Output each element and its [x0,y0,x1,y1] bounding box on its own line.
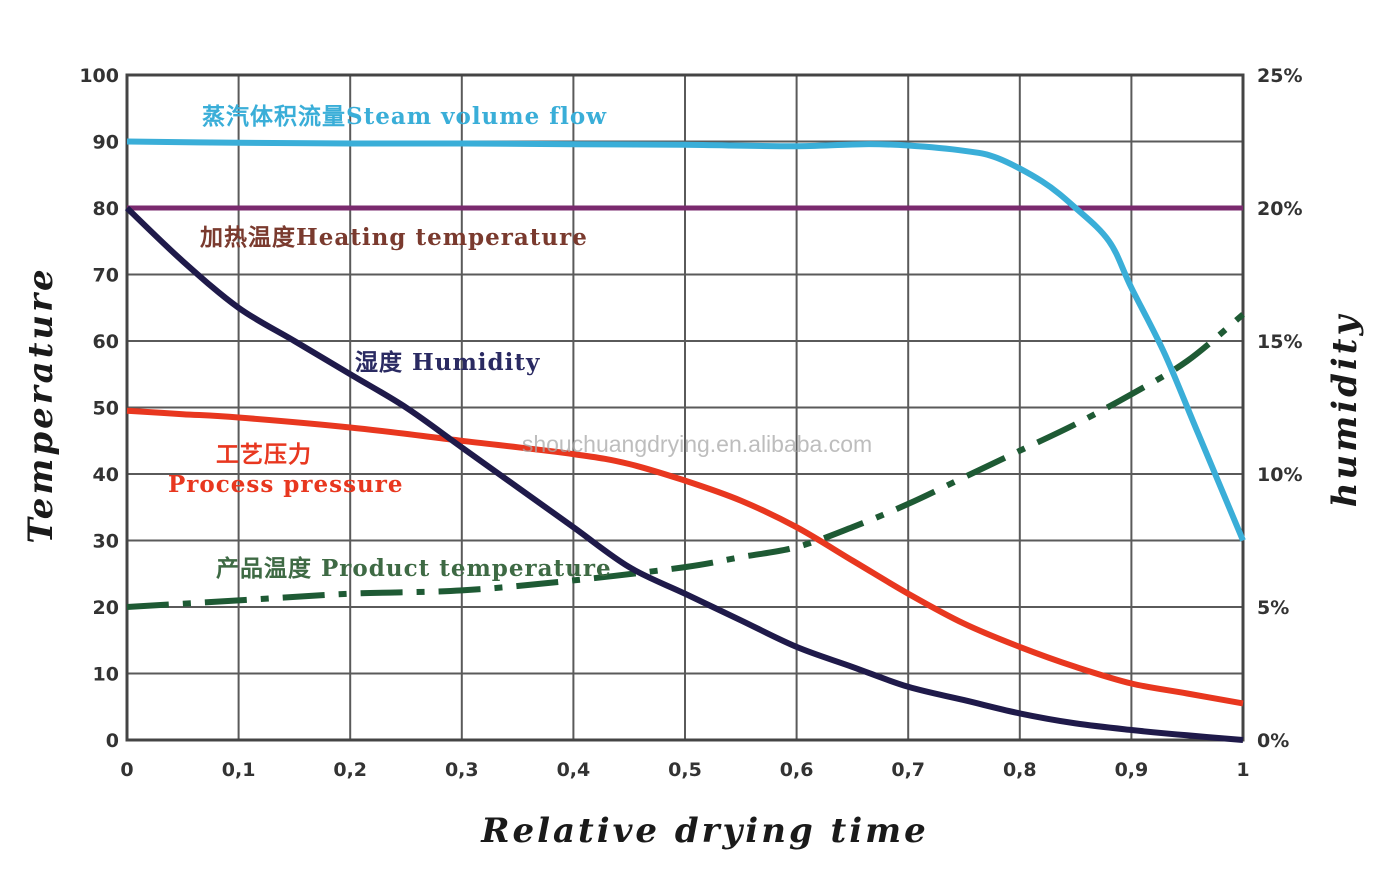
x-tick-label: 0,9 [1115,759,1149,781]
pressure-series-line [126,407,1244,707]
plot-frame [125,73,1245,742]
x-tick-label: 0 [120,759,133,781]
x-tick-label: 0,1 [222,759,256,781]
steam-series-line [126,138,1246,542]
y2-tick-label: 20% [1257,198,1302,220]
bottom-axis-ticks: 0 0,1 0,2 0,3 0,4 0,5 0,6 0,7 0,8 0,9 1 [120,759,1249,781]
x-axis-title: Relative drying time [480,811,929,851]
y-tick-label: 40 [93,464,119,486]
steam-series-label: 蒸汽体积流量Steam volume flow [202,103,607,130]
humidity-series-line [124,205,1244,743]
watermark: shouchuangdrying.en.alibaba.com [522,431,872,457]
product-series-label: 产品温度 Product temperature [216,555,612,582]
humidity-series-label: 湿度 Humidity [355,349,540,376]
x-tick-label: 0,3 [445,759,479,781]
y2-tick-label: 25% [1257,65,1302,87]
y-tick-label: 60 [93,331,119,353]
x-tick-label: 0,8 [1003,759,1037,781]
x-tick-label: 0,7 [891,759,925,781]
y-tick-label: 100 [79,65,119,87]
y-axis-title: Temperature [21,266,61,543]
heating-series-label: 加热温度Heating temperature [199,224,588,251]
y2-tick-label: 5% [1257,597,1289,619]
x-tick-label: 0,4 [557,759,591,781]
x-tick-label: 0,5 [668,759,702,781]
y-tick-label: 80 [93,198,119,220]
y2-axis-title: humidity [1325,313,1365,507]
pressure-series-label-cn: 工艺压力 [216,441,312,468]
right-axis-ticks: 0% 5% 10% 15% 20% 25% [1257,65,1302,752]
y2-tick-label: 15% [1257,331,1302,353]
y-tick-label: 30 [93,531,119,553]
y2-tick-label: 10% [1257,464,1302,486]
x-tick-label: 0,2 [333,759,367,781]
y-tick-label: 0 [106,730,119,752]
grid [125,73,1245,742]
pressure-series-label-en: Process pressure [168,471,404,498]
y2-tick-label: 0% [1257,730,1289,752]
left-axis-ticks: 0 10 20 30 40 50 60 70 80 90 100 [79,65,119,752]
y-tick-label: 70 [93,265,119,287]
y-tick-label: 90 [93,132,119,154]
series-lines [124,138,1246,743]
x-tick-label: 0,6 [780,759,814,781]
y-tick-label: 50 [93,398,119,420]
x-tick-label: 1 [1236,759,1249,781]
y-tick-label: 10 [93,664,119,686]
y-tick-label: 20 [93,597,119,619]
